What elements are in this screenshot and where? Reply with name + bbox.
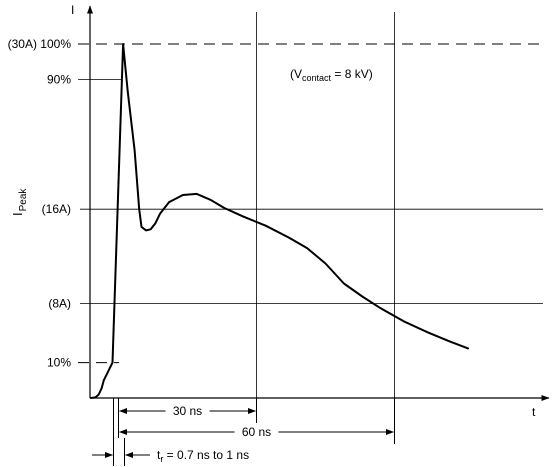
rise-time-post: = 0.7 ns to 1 ns (163, 448, 249, 462)
timing-dimensions: 30 ns 60 ns (92, 398, 395, 466)
side-ylabel-main: I (10, 212, 25, 216)
y-level-1-label: 90% (47, 72, 71, 86)
svg-text:IPeak: IPeak (10, 188, 29, 216)
y-level-2-label: (16A) (42, 202, 71, 216)
side-ylabel: IPeak (10, 188, 29, 216)
voltage-annotation-post: = 8 kV) (331, 67, 373, 81)
dim-1-label: 60 ns (242, 425, 271, 439)
x-axis-title: t (532, 405, 536, 419)
y-level-0-label: (30A) 100% (8, 37, 72, 51)
y-axis-title: I (71, 3, 74, 17)
waveform-series (89, 43, 470, 399)
voltage-annotation-pre: (V (290, 67, 302, 81)
y-level-4-label: 10% (47, 356, 71, 370)
rise-time-pre: t (157, 448, 161, 462)
y-level-3-label: (8A) (48, 297, 71, 311)
y-level-labels: (30A) 100% 90% (16A) (8A) 10% (8, 37, 72, 370)
rise-time-label: tr = 0.7 ns to 1 ns (157, 448, 249, 464)
dim-0-label: 30 ns (173, 404, 202, 418)
gridlines (78, 12, 543, 398)
side-ylabel-sub: Peak (18, 188, 29, 212)
voltage-annotation: (Vcontact = 8 kV) (290, 67, 373, 83)
axes (87, 5, 550, 401)
series-0-line (89, 43, 470, 399)
voltage-annotation-sub: contact (302, 73, 332, 83)
rise-time-sub: r (160, 454, 163, 464)
